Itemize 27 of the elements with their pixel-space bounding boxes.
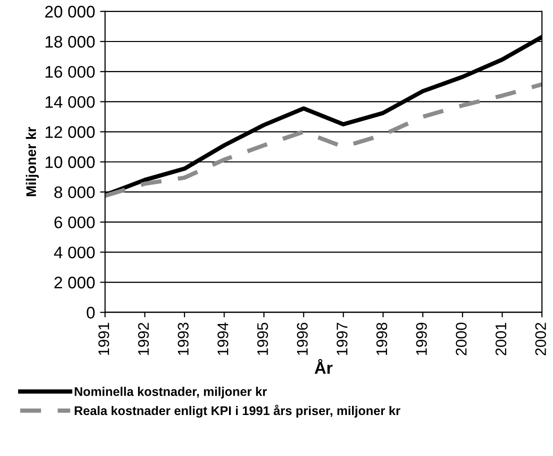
x-axis-title: År (314, 358, 333, 374)
legend-label: Nominella kostnader, miljoner kr (74, 386, 267, 398)
y-tick-label: 12 000 (46, 126, 95, 138)
x-tick-label: 2002 (535, 322, 546, 356)
legend-label: Reala kostnader enligt KPI i 1991 års priser, miljoner kr (74, 404, 400, 418)
x-tick-label: 1992 (138, 322, 149, 355)
y-tick-label: 14 000 (46, 96, 95, 108)
x-tick-label: 1994 (218, 322, 228, 355)
x-tick-label: 1996 (296, 322, 308, 355)
x-tick-label: 1995 (257, 322, 268, 355)
y-axis-title: Miljoner kr (26, 126, 39, 196)
y-tick-label: 20 000 (45, 6, 95, 18)
y-tick-label: 10 000 (46, 156, 95, 168)
x-tick-label: 1997 (336, 322, 348, 355)
x-tick-label: 1991 (98, 322, 110, 355)
y-tick-label: 18 000 (46, 36, 95, 48)
y-tick-label: 16 000 (46, 66, 95, 78)
y-tick-label: 4 000 (54, 246, 95, 258)
y-tick-label: 0 (86, 306, 95, 319)
x-tick-label: 1998 (376, 322, 388, 355)
x-tick-label: 2001 (496, 322, 506, 356)
x-tick-label: 2000 (456, 322, 467, 356)
x-tick-label: 1993 (178, 322, 189, 355)
y-tick-label: 6 000 (54, 216, 95, 228)
x-tick-label: 1999 (416, 322, 427, 355)
y-tick-label: 8 000 (54, 186, 95, 198)
y-tick-label: 2 000 (54, 276, 95, 288)
